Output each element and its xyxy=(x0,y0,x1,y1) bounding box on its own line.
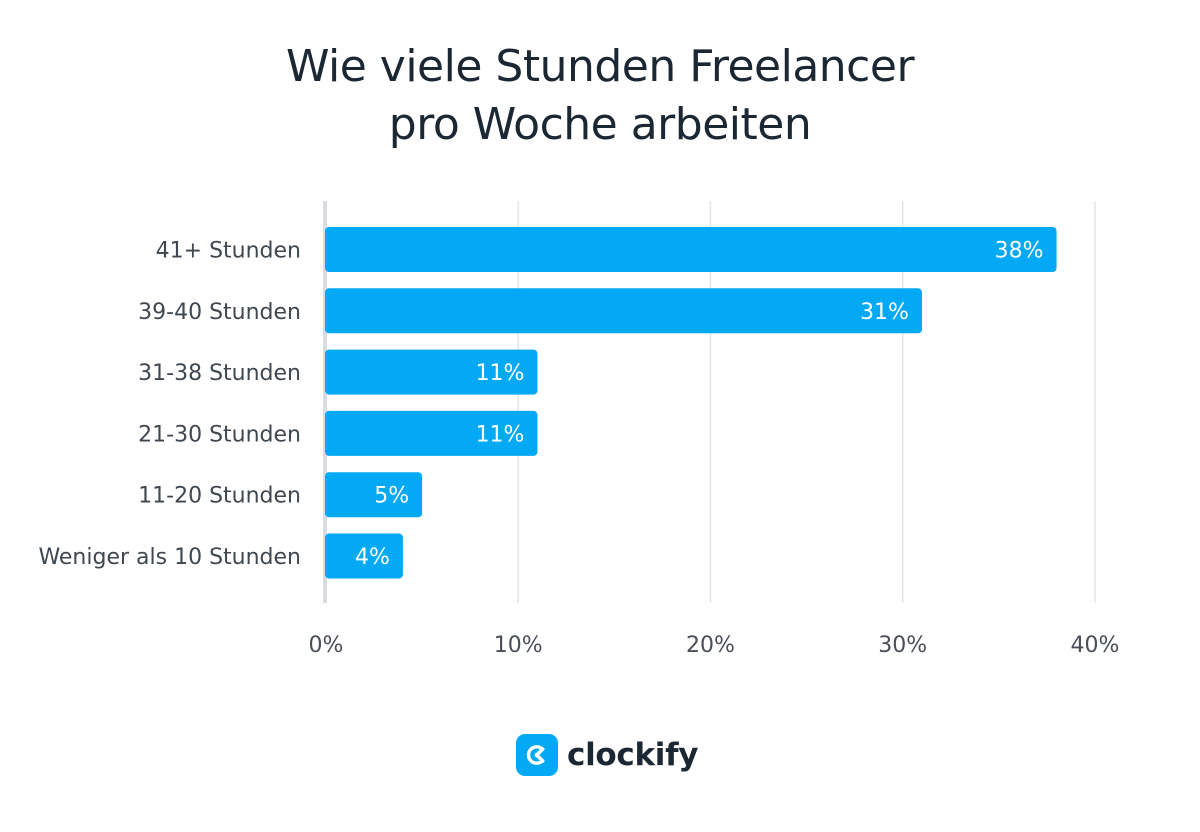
y-axis-line xyxy=(323,201,327,603)
clockify-logo-icon xyxy=(516,734,558,776)
category-label: 21-30 Stunden xyxy=(138,422,301,447)
bar-value-label: 5% xyxy=(374,484,409,509)
bar xyxy=(325,533,403,579)
chart-title-line-1: Wie viele Stunden Freelancer xyxy=(285,41,915,92)
bar-value-label: 11% xyxy=(476,422,525,447)
category-label: 39-40 Stunden xyxy=(138,300,301,325)
bar-value-label: 4% xyxy=(355,545,390,570)
x-tick-label: 10% xyxy=(494,633,543,658)
brand-name: clockify xyxy=(567,737,699,773)
bar xyxy=(325,227,1057,272)
chart-title: Wie viele Stunden Freelancer pro Woche a… xyxy=(0,38,1200,154)
category-label: 41+ Stunden xyxy=(156,239,301,264)
category-label: 11-20 Stunden xyxy=(138,484,301,509)
bar xyxy=(325,349,538,395)
bar xyxy=(325,410,538,456)
category-label: 31-38 Stunden xyxy=(138,361,301,386)
brand-logo: clockify xyxy=(516,733,699,777)
x-tick-label: 20% xyxy=(686,633,735,658)
category-label: Weniger als 10 Stunden xyxy=(38,545,301,570)
bar-value-label: 31% xyxy=(860,300,909,325)
bar-value-label: 11% xyxy=(476,361,525,386)
bar-chart: 41+ Stunden 38% 39-40 Stunden 31% 31-38 Stun… xyxy=(38,201,1120,658)
bar-value-label: 38% xyxy=(995,239,1044,264)
chart-title-line-2: pro Woche arbeiten xyxy=(388,99,812,150)
x-tick-label: 0% xyxy=(309,633,344,658)
x-tick-label: 40% xyxy=(1071,633,1120,658)
x-tick-label: 30% xyxy=(878,633,927,658)
bar xyxy=(325,288,922,334)
bar xyxy=(325,472,423,518)
